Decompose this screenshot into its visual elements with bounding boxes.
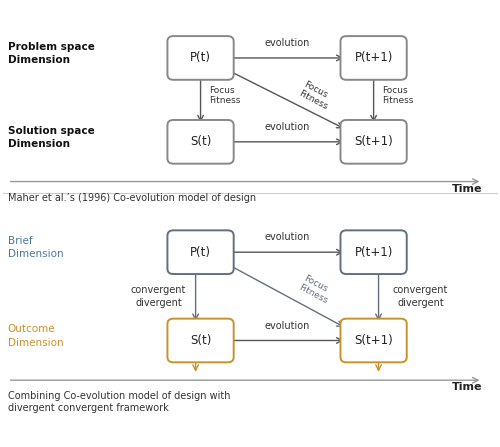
Text: Outcome
Dimension: Outcome Dimension [8,325,64,348]
Text: Maher et al.’s (1996) Co-evolution model of design: Maher et al.’s (1996) Co-evolution model… [8,193,256,202]
Text: Problem space
Dimension: Problem space Dimension [8,42,94,65]
Text: Focus
Fitness: Focus Fitness [297,80,334,111]
FancyBboxPatch shape [340,230,406,274]
Text: S(t): S(t) [190,135,211,148]
Text: evolution: evolution [264,232,310,242]
Text: Solution space
Dimension: Solution space Dimension [8,126,94,149]
FancyBboxPatch shape [168,230,234,274]
Text: P(t+1): P(t+1) [354,246,393,259]
Text: Focus
Fitness: Focus Fitness [297,274,334,306]
FancyBboxPatch shape [340,36,406,80]
Text: evolution: evolution [264,122,310,132]
Text: Brief
Dimension: Brief Dimension [8,236,64,259]
Text: Combining Co-evolution model of design with
divergent convergent framework: Combining Co-evolution model of design w… [8,391,230,413]
Text: convergent
divergent: convergent divergent [393,285,448,308]
Text: evolution: evolution [264,38,310,48]
FancyBboxPatch shape [340,120,406,164]
Text: P(t): P(t) [190,246,211,259]
Text: P(t): P(t) [190,51,211,64]
Text: P(t+1): P(t+1) [354,51,393,64]
Text: convergent
divergent: convergent divergent [131,285,186,308]
Text: Time: Time [452,184,482,194]
Text: Time: Time [452,383,482,392]
FancyBboxPatch shape [168,319,234,363]
Text: S(t+1): S(t+1) [354,135,393,148]
FancyBboxPatch shape [168,36,234,80]
Text: Focus
Fitness: Focus Fitness [210,86,241,105]
Text: S(t): S(t) [190,334,211,347]
Text: S(t+1): S(t+1) [354,334,393,347]
FancyBboxPatch shape [340,319,406,363]
FancyBboxPatch shape [168,120,234,164]
Text: Focus
Fitness: Focus Fitness [382,86,414,105]
Text: evolution: evolution [264,321,310,331]
